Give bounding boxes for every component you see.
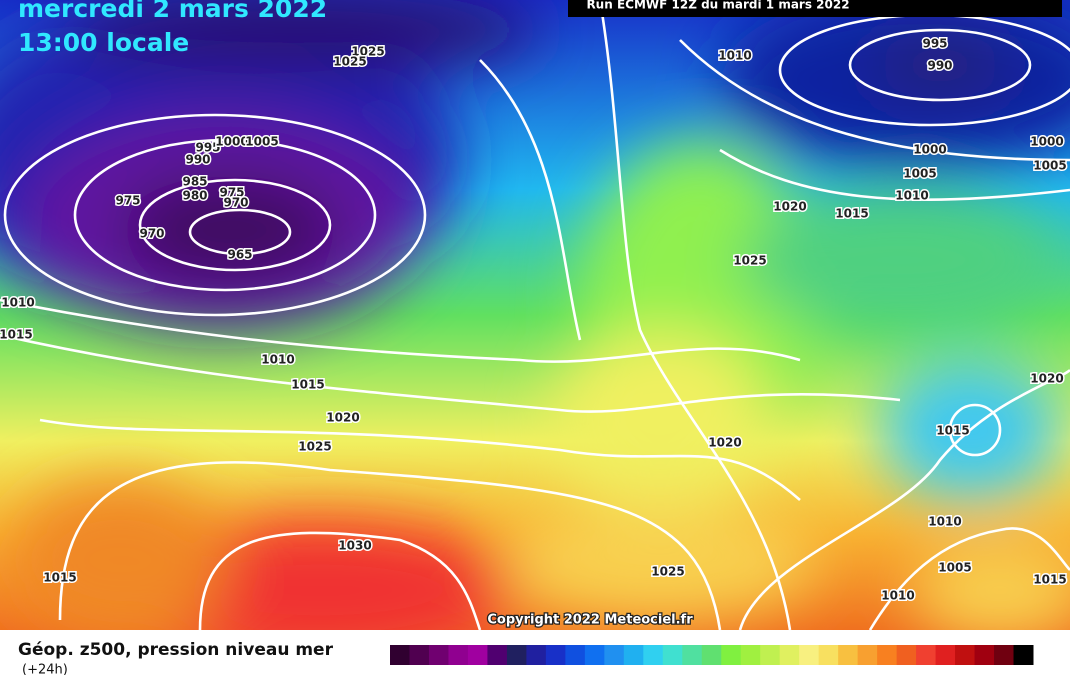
color-swatch xyxy=(409,645,430,665)
run-info: Run ECMWF 12Z du mardi 1 mars 2022 xyxy=(586,0,849,12)
isobar-label: 1020 xyxy=(773,200,806,214)
color-swatch xyxy=(896,645,917,665)
isobar-label: 1015 xyxy=(0,328,33,342)
isobar-label: 1005 xyxy=(1033,159,1066,173)
isobar-label: 990 xyxy=(185,153,210,167)
isobar-label: 985 xyxy=(182,175,207,189)
isobar-label: 1015 xyxy=(43,571,76,585)
run-box xyxy=(568,0,1062,17)
color-swatch xyxy=(994,645,1015,665)
isobar-label: 1015 xyxy=(291,378,324,392)
isobar-label: 1030 xyxy=(338,539,371,553)
footer-title: Géop. z500, pression niveau mer xyxy=(18,640,334,660)
color-swatch xyxy=(584,645,605,665)
forecast-date: mercredi 2 mars 2022 xyxy=(18,0,327,23)
isobar-label: 1000 xyxy=(215,135,248,149)
isobar-label: 990 xyxy=(927,59,952,73)
isobar-label: 970 xyxy=(139,227,164,241)
color-swatch xyxy=(740,645,761,665)
color-swatch xyxy=(662,645,683,665)
color-swatch xyxy=(760,645,781,665)
color-swatch xyxy=(955,645,976,665)
forecast-time: 13:00 locale xyxy=(18,28,189,57)
color-swatch xyxy=(545,645,566,665)
color-swatch xyxy=(857,645,878,665)
isobar-label: 970 xyxy=(223,196,248,210)
color-swatch xyxy=(877,645,898,665)
color-swatch xyxy=(916,645,937,665)
map-field xyxy=(0,0,1070,630)
color-swatch xyxy=(818,645,839,665)
color-swatch xyxy=(701,645,722,665)
color-swatch xyxy=(448,645,469,665)
isobar-label: 975 xyxy=(219,186,244,200)
isobar-label: 975 xyxy=(115,194,140,208)
isobar-label: 1005 xyxy=(903,167,936,181)
color-swatch xyxy=(779,645,800,665)
color-swatch xyxy=(838,645,859,665)
color-swatch xyxy=(623,645,644,665)
copyright: Copyright 2022 Meteociel.fr xyxy=(487,613,693,628)
isobar-label: 1010 xyxy=(261,353,294,367)
isobar-label: 1015 xyxy=(936,424,969,438)
color-swatch xyxy=(506,645,527,665)
footer-step: (+24h) xyxy=(22,663,68,675)
color-swatch xyxy=(682,645,703,665)
isobar-label: 1025 xyxy=(351,45,384,59)
color-swatch xyxy=(390,645,410,665)
color-swatch xyxy=(604,645,625,665)
isobar-label: 1015 xyxy=(835,207,868,221)
isobar-label: 1010 xyxy=(928,515,961,529)
isobar-label: 1010 xyxy=(895,189,928,203)
color-swatch xyxy=(487,645,508,665)
color-swatch xyxy=(799,645,820,665)
isobar-label: 1010 xyxy=(881,589,914,603)
isobar-label: 1000 xyxy=(913,143,946,157)
color-swatch xyxy=(974,645,995,665)
isobar-label: 1025 xyxy=(651,565,684,579)
isobar-label: 1020 xyxy=(708,436,741,450)
isobar-label: 1005 xyxy=(245,135,278,149)
color-swatch xyxy=(467,645,488,665)
isobar-label: 995 xyxy=(922,37,947,51)
isobar-label: 1025 xyxy=(733,254,766,268)
color-swatch xyxy=(565,645,586,665)
color-swatch xyxy=(526,645,547,665)
color-swatch xyxy=(643,645,664,665)
isobar-label: 1010 xyxy=(718,49,751,63)
isobar-label: 1020 xyxy=(326,411,359,425)
isobar-label: 965 xyxy=(227,248,252,262)
color-swatch xyxy=(721,645,742,665)
isobar-label: 1020 xyxy=(1030,372,1063,386)
isobar-label: 980 xyxy=(182,189,207,203)
color-swatch xyxy=(935,645,956,665)
color-swatch xyxy=(428,645,449,665)
isobar-label: 1025 xyxy=(298,440,331,454)
color-scale xyxy=(390,645,1034,665)
color-swatch xyxy=(1013,645,1034,665)
isobar-label: 1015 xyxy=(1033,573,1066,587)
isobar-label: 995 xyxy=(195,141,220,155)
isobar-label: 1025 xyxy=(333,55,366,69)
isobar-label: 1010 xyxy=(1,296,34,310)
isobar-label: 1005 xyxy=(938,561,971,575)
isobar-label: 1000 xyxy=(1030,135,1063,149)
